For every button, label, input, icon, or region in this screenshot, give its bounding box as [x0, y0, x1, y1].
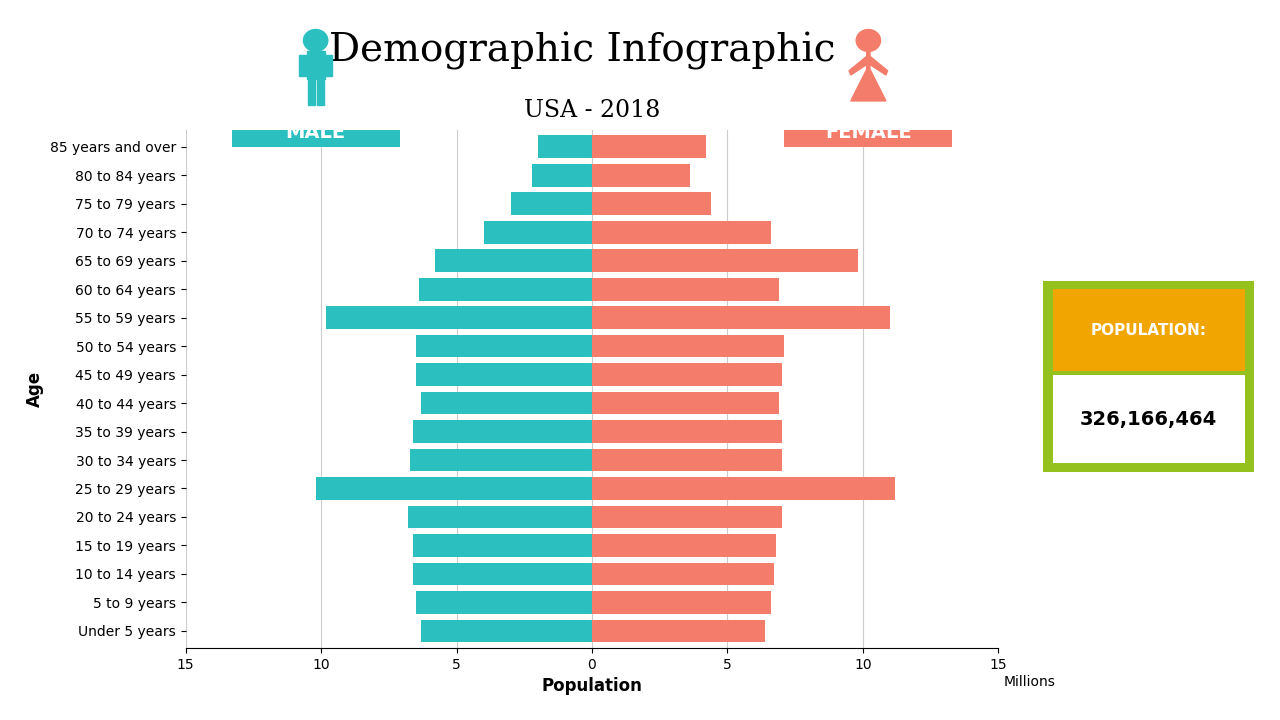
Circle shape [303, 30, 328, 51]
Bar [307, 50, 325, 79]
FancyBboxPatch shape [785, 117, 952, 148]
Bar [316, 78, 324, 105]
FancyBboxPatch shape [232, 117, 399, 148]
Polygon shape [849, 56, 868, 75]
Bar [408, 505, 591, 528]
Bar [591, 505, 782, 528]
Bar [591, 221, 771, 243]
Bar [411, 449, 591, 472]
Text: POPULATION:: POPULATION: [1091, 323, 1207, 338]
Bar [591, 591, 771, 614]
Bar [591, 449, 782, 472]
Bar [316, 477, 591, 500]
Bar [416, 591, 591, 614]
Bar [591, 135, 705, 158]
Text: FEMALE: FEMALE [826, 123, 911, 142]
Bar [413, 562, 591, 585]
Bar [325, 55, 333, 76]
X-axis label: Population: Population [541, 678, 643, 696]
Text: USA - 2018: USA - 2018 [524, 99, 660, 122]
Text: Millions: Millions [1004, 675, 1056, 689]
Bar [591, 163, 690, 186]
Bar [591, 192, 712, 215]
Y-axis label: Age: Age [26, 371, 44, 407]
Bar [591, 278, 780, 300]
Bar [416, 335, 591, 357]
Bar [591, 335, 785, 357]
Bar [538, 135, 591, 158]
Bar [421, 619, 591, 642]
Text: 326,166,464: 326,166,464 [1080, 410, 1217, 428]
Bar [591, 534, 776, 557]
FancyBboxPatch shape [1052, 289, 1245, 372]
Bar [300, 55, 307, 76]
Text: Demographic Infographic: Demographic Infographic [329, 32, 836, 71]
Bar [421, 392, 591, 415]
Polygon shape [851, 51, 886, 101]
Bar [419, 278, 591, 300]
Bar [591, 420, 782, 443]
Bar [435, 249, 591, 272]
Bar [591, 306, 890, 329]
Bar [591, 392, 780, 415]
Bar [591, 363, 782, 386]
Bar [532, 163, 591, 186]
FancyBboxPatch shape [1052, 375, 1245, 463]
Bar [591, 477, 896, 500]
Bar [416, 363, 591, 386]
Bar [413, 534, 591, 557]
Bar [307, 78, 315, 105]
Bar [413, 420, 591, 443]
FancyBboxPatch shape [1043, 281, 1254, 472]
Bar [591, 562, 773, 585]
Polygon shape [868, 56, 887, 75]
Bar [484, 221, 591, 243]
Bar [591, 619, 765, 642]
Text: MALE: MALE [285, 123, 346, 142]
Circle shape [856, 30, 881, 51]
Bar [511, 192, 591, 215]
Bar [591, 249, 858, 272]
Bar [326, 306, 591, 329]
